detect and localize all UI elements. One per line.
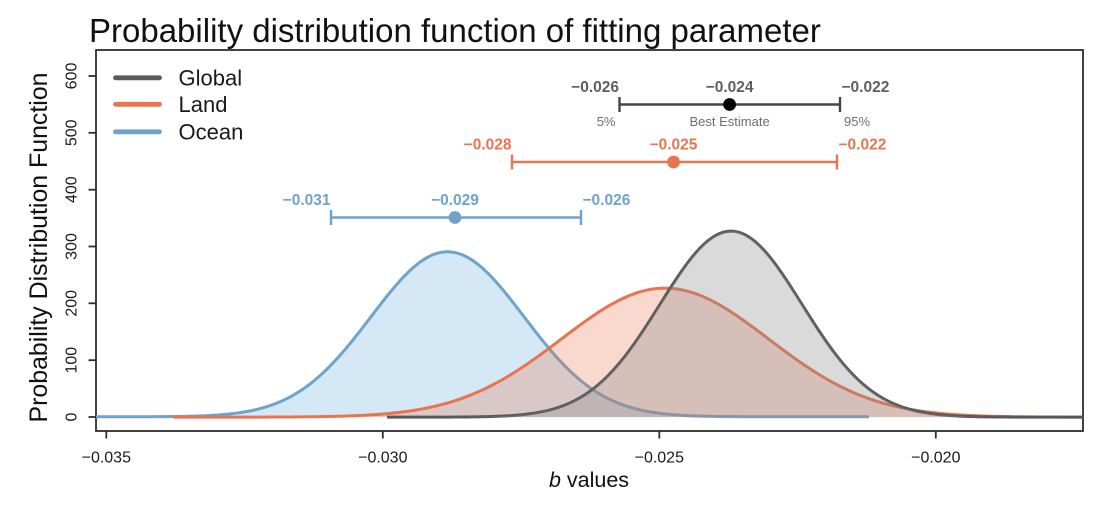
- svg-text:−0.029: −0.029: [431, 192, 479, 209]
- svg-text:b values: b values: [549, 468, 629, 492]
- svg-text:−0.028: −0.028: [464, 137, 512, 154]
- svg-text:100: 100: [64, 347, 81, 374]
- svg-text:−0.025: −0.025: [635, 450, 684, 467]
- svg-text:Land: Land: [179, 92, 228, 117]
- svg-text:Probability Distribution Funct: Probability Distribution Function: [25, 72, 53, 422]
- svg-text:−0.035: −0.035: [82, 450, 131, 467]
- svg-text:−0.031: −0.031: [283, 192, 331, 209]
- svg-text:Ocean: Ocean: [179, 119, 244, 144]
- svg-text:600: 600: [64, 63, 81, 90]
- svg-text:Best Estimate: Best Estimate: [689, 114, 769, 129]
- svg-text:400: 400: [64, 176, 81, 203]
- svg-text:95%: 95%: [844, 114, 870, 129]
- svg-text:200: 200: [64, 290, 81, 317]
- svg-text:−0.020: −0.020: [911, 450, 960, 467]
- svg-text:500: 500: [64, 119, 81, 146]
- svg-text:5%: 5%: [597, 114, 616, 129]
- svg-text:Probability distribution funct: Probability distribution function of fit…: [89, 12, 821, 49]
- svg-text:−0.022: −0.022: [842, 79, 890, 96]
- svg-text:300: 300: [64, 233, 81, 260]
- svg-text:0: 0: [64, 412, 81, 421]
- svg-text:−0.024: −0.024: [706, 79, 754, 96]
- svg-text:−0.026: −0.026: [583, 192, 631, 209]
- svg-text:Global: Global: [179, 65, 243, 90]
- svg-text:−0.022: −0.022: [839, 137, 887, 154]
- svg-text:−0.025: −0.025: [650, 137, 698, 154]
- svg-text:−0.030: −0.030: [358, 450, 407, 467]
- svg-text:−0.026: −0.026: [571, 79, 619, 96]
